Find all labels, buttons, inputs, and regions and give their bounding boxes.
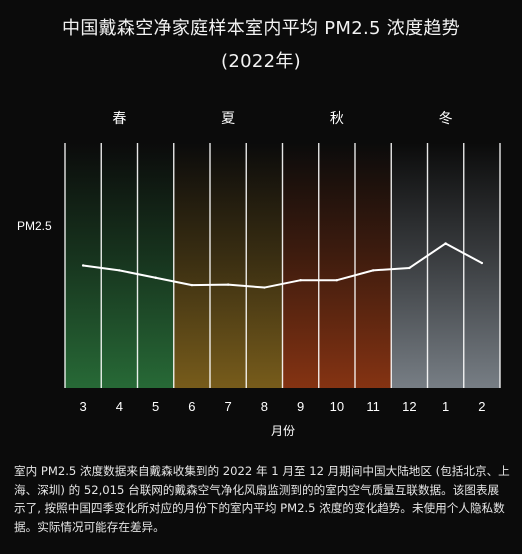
season-band [173,143,283,388]
data-point [299,279,302,282]
data-point [81,264,85,267]
data-point [118,269,121,272]
x-tick-label: 10 [330,399,344,414]
chart-subtitle: (2022年) [221,51,301,72]
pm25-series-line [82,242,483,289]
season-label: 夏 [221,111,235,127]
x-tick-label: 5 [152,399,159,414]
x-tick-label: 12 [402,399,416,414]
x-tick-label: 7 [225,399,232,414]
season-band [391,143,500,388]
x-tick-label: 3 [80,399,87,414]
pm25-line-chart: 春夏秋冬 3 4 5 6 7 8 9 10 11 12 1 2 PM2.5 月份 [17,111,501,438]
data-point [335,279,339,282]
footnote: 室内 PM2.5 浓度数据来自戴森收集到的 2022 年 1 月至 12 月期间… [14,464,510,534]
x-tick-label: 2 [478,399,485,414]
data-point [263,286,266,289]
data-point [190,283,194,287]
season-label: 秋 [330,111,344,127]
season-band [65,143,174,388]
x-tick-label: 6 [188,399,195,414]
data-point [154,276,157,279]
season-label: 冬 [439,111,453,127]
x-tick-label: 1 [442,399,449,414]
season-band [282,143,392,388]
data-point [371,269,375,272]
x-tick-label: 8 [261,399,268,414]
data-point [444,242,447,245]
x-tick-label: 9 [297,399,304,414]
y-axis-label: PM2.5 [17,219,52,233]
x-tick-label: 11 [366,399,380,414]
x-axis-label: 月份 [271,424,295,438]
x-tick-label: 4 [116,399,123,414]
season-label: 春 [112,111,126,127]
data-point [226,283,230,286]
data-point [408,266,411,270]
data-point [480,261,484,265]
chart-title: 中国戴森空净家庭样本室内平均 PM2.5 浓度趋势 [62,18,460,39]
